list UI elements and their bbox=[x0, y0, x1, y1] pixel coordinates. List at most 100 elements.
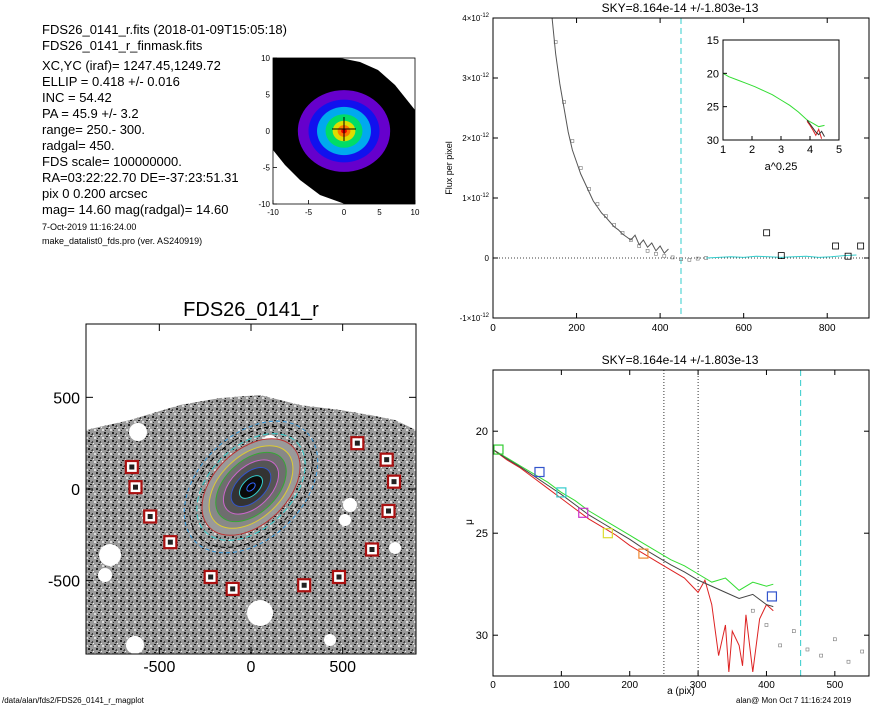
info-line: ELLIP = 0.418 +/- 0.016 bbox=[42, 74, 180, 89]
mu-box-marker bbox=[578, 507, 589, 518]
mu-xtick-label: 0 bbox=[490, 680, 496, 691]
mu-point bbox=[764, 623, 769, 627]
flux-box-marker bbox=[832, 242, 839, 250]
galaxy-xtick-label: 500 bbox=[329, 659, 356, 676]
mu-point bbox=[833, 637, 837, 642]
mask-box-core bbox=[129, 464, 135, 470]
flux-box-marker bbox=[857, 242, 865, 250]
thumb-xtick-label: 10 bbox=[411, 208, 420, 217]
flux-xtick-label: 400 bbox=[652, 323, 669, 334]
mask-box-core bbox=[369, 547, 375, 552]
info-panel: FDS26_0141_r.fits (2018-01-09T15:05:18) … bbox=[42, 22, 287, 248]
flux-point bbox=[570, 139, 575, 143]
mu-xtick-label: 400 bbox=[758, 680, 775, 691]
thumbnail-panel: -10 -5 0 5 10 10 5 0 -5 -10 bbox=[258, 54, 420, 217]
info-date: 7-Oct-2019 11:16:24.00 bbox=[42, 222, 137, 232]
mask-box-core bbox=[354, 440, 360, 446]
mu-box-marker bbox=[638, 548, 649, 559]
mu-ytick-label: 25 bbox=[476, 528, 488, 540]
galaxy-title: FDS26_0141_r bbox=[183, 299, 319, 321]
flux-point bbox=[695, 256, 700, 261]
mu-box-marker bbox=[766, 591, 778, 602]
thumb-ytick-label: 5 bbox=[266, 91, 271, 100]
thumb-xtick-label: -5 bbox=[305, 208, 313, 217]
flux-ytick-label: 4×10-12 bbox=[462, 13, 489, 23]
inset-xtick-label: 2 bbox=[749, 144, 755, 156]
flux-series-line-0 bbox=[551, 18, 669, 255]
mu-ytick-label: 30 bbox=[476, 630, 488, 642]
info-line: XC,YC (iraf)= 1247.45,1249.72 bbox=[42, 58, 221, 73]
inset-xlabel: a^0.25 bbox=[765, 161, 798, 173]
mask-box-core bbox=[230, 586, 236, 592]
info-line: PA = 45.9 +/- 3.2 bbox=[42, 106, 139, 121]
mask-box-core bbox=[208, 574, 214, 580]
info-program: make_datalist0_fds.pro (ver. AS240919) bbox=[42, 236, 203, 246]
flux-ytick-label: 0 bbox=[485, 254, 490, 263]
galaxy-ytick-label: 500 bbox=[53, 390, 80, 407]
info-line: RA=03:22:22.70 DE=-37:23:51.31 bbox=[42, 170, 239, 185]
mu-point bbox=[791, 629, 796, 633]
mu-xlabel: a (pix) bbox=[667, 686, 695, 697]
inset-xtick-label: 1 bbox=[720, 144, 726, 156]
flux-frame bbox=[492, 17, 870, 319]
mu-ytick-label: 20 bbox=[476, 426, 488, 438]
flux-point bbox=[670, 255, 675, 260]
info-line: FDS26_0141_r.fits (2018-01-09T15:05:18) bbox=[42, 22, 287, 37]
mask-box-core bbox=[384, 457, 390, 463]
info-line: INC = 54.42 bbox=[42, 90, 112, 105]
mu-point bbox=[778, 643, 782, 648]
mu-plot: SKY=8.164e-14 +/-1.803e-13 μ a (pix) 0 10… bbox=[464, 353, 870, 697]
thumb-xtick-label: 0 bbox=[342, 208, 347, 217]
mu-series-line-0 bbox=[493, 449, 774, 591]
mu-point bbox=[860, 649, 864, 654]
footer-stamp: alan@ Mon Oct 7 11:16:24 2019 bbox=[736, 696, 852, 705]
mu-xtick-label: 500 bbox=[826, 680, 843, 691]
thumb-xtick-label: 5 bbox=[377, 208, 382, 217]
inset-xtick-label: 4 bbox=[807, 144, 813, 156]
info-line: radgal= 450. bbox=[42, 138, 115, 153]
mu-point bbox=[805, 647, 810, 652]
mu-xtick-label: 200 bbox=[621, 680, 638, 691]
mu-box-marker bbox=[556, 487, 567, 498]
galaxy-xtick-label: 0 bbox=[247, 659, 256, 676]
mu-series-line-1 bbox=[493, 449, 774, 672]
flux-box-marker bbox=[763, 229, 771, 237]
mu-point bbox=[846, 659, 851, 664]
flux-point bbox=[629, 238, 633, 242]
flux-ytick-label: 1×10-12 bbox=[462, 193, 489, 203]
galaxy-panel: FDS26_0141_r bbox=[48, 299, 417, 676]
mask-box-core bbox=[167, 539, 173, 545]
info-line: pix 0 0.200 arcsec bbox=[42, 186, 148, 201]
mu-box-marker bbox=[602, 528, 613, 539]
mu-xtick-label: 100 bbox=[553, 680, 570, 691]
inset-ytick-label: 30 bbox=[707, 135, 719, 147]
mask-box-core bbox=[133, 484, 138, 490]
inset-series-line-2 bbox=[806, 119, 825, 137]
flux-ytick-label: 2×10-12 bbox=[462, 133, 489, 143]
mu-xtick-label: 300 bbox=[690, 680, 707, 691]
mask-box-core bbox=[391, 479, 397, 485]
flux-series-line-1 bbox=[706, 254, 857, 259]
flux-inset: 1 2 3 4 5 15 20 25 30 a^0.25 bbox=[707, 35, 842, 173]
flux-ytick-label: -1×10-12 bbox=[460, 313, 490, 323]
flux-point bbox=[578, 166, 583, 170]
flux-box-marker bbox=[844, 252, 852, 260]
mask-box-core bbox=[336, 574, 342, 580]
flux-point bbox=[679, 257, 683, 262]
flux-xtick-label: 600 bbox=[735, 323, 752, 334]
flux-ytick-label: 3×10-12 bbox=[462, 73, 489, 83]
mu-box-marker bbox=[534, 466, 545, 478]
mu-series-line-2 bbox=[493, 449, 774, 608]
inset-ytick-label: 25 bbox=[707, 102, 719, 114]
flux-title: SKY=8.164e-14 +/-1.803e-13 bbox=[602, 1, 759, 15]
thumb-ytick-label: -5 bbox=[263, 164, 271, 173]
flux-point bbox=[687, 257, 692, 262]
flux-point bbox=[662, 254, 667, 258]
flux-plot: SKY=8.164e-14 +/-1.803e-13 Flux per pixe… bbox=[444, 1, 870, 334]
flux-xtick-label: 800 bbox=[819, 323, 836, 334]
flux-point bbox=[645, 249, 650, 253]
mask-box-core bbox=[147, 514, 153, 519]
inset-xtick-label: 5 bbox=[836, 144, 842, 156]
mask-box-core bbox=[301, 582, 307, 588]
